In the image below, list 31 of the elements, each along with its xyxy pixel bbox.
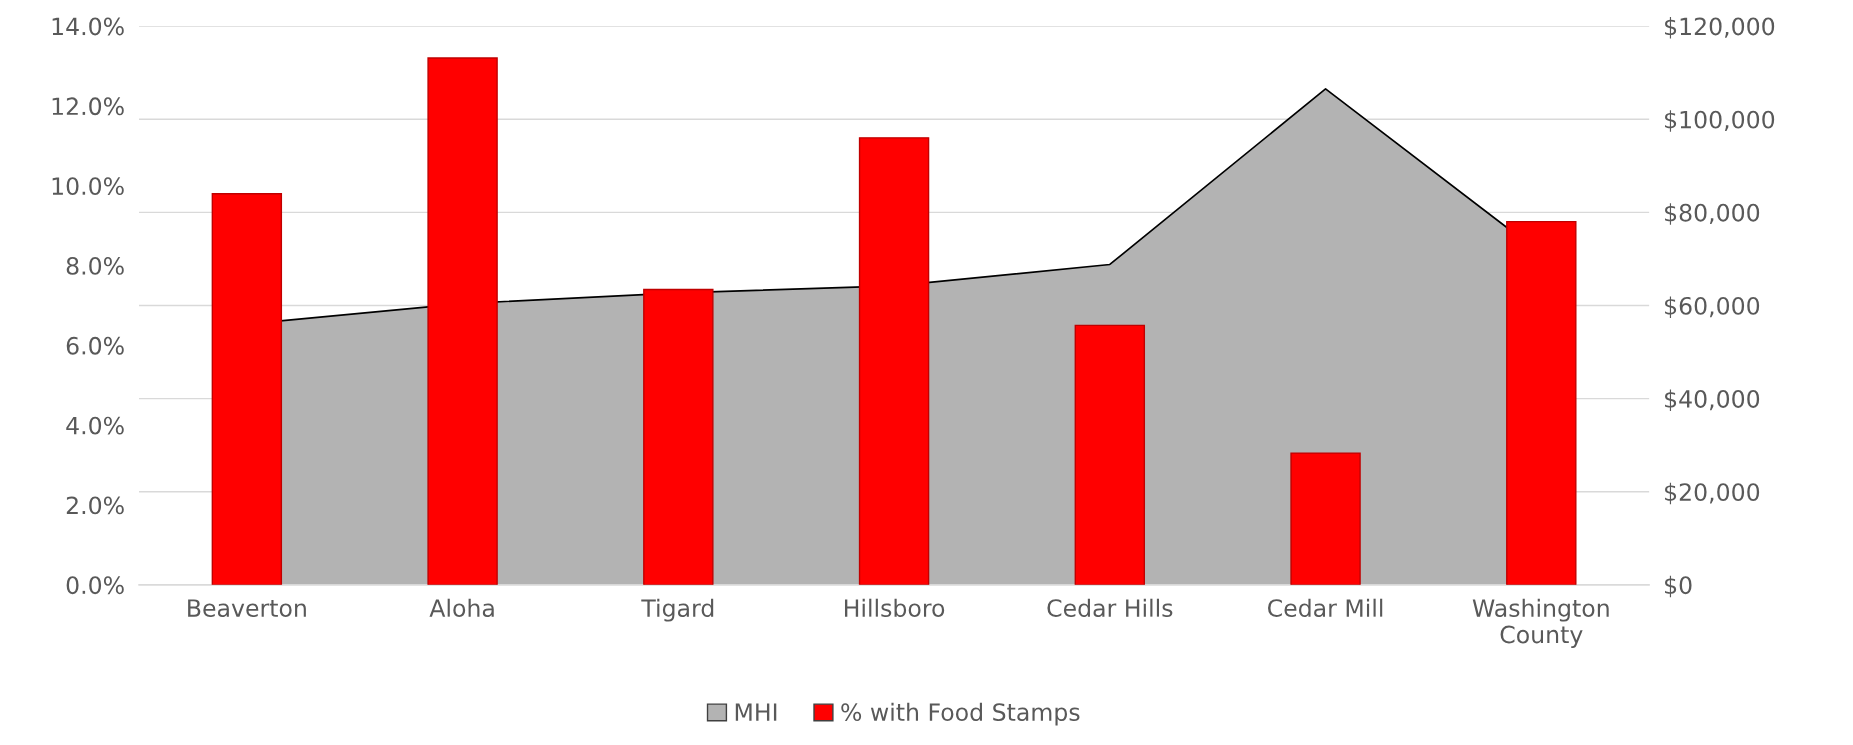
y2-tick-label: $80,000 xyxy=(1665,203,1760,225)
y-tick-label: 6.0% xyxy=(66,336,124,355)
y-tick-label: 14.0% xyxy=(52,17,124,36)
x-tick-label: Aloha xyxy=(429,598,494,617)
bar xyxy=(1074,324,1146,585)
y-tick-label: 2.0% xyxy=(66,496,124,515)
bar xyxy=(1290,452,1361,585)
bar xyxy=(858,137,930,585)
x-tick-label: Beaverton xyxy=(188,599,306,617)
y-tick-label: 0.0% xyxy=(66,576,124,595)
y2-tick-label: $20,000 xyxy=(1665,482,1760,505)
legend-label: MHI xyxy=(735,703,777,721)
y-tick-label: 10.0% xyxy=(52,177,124,196)
bar xyxy=(427,57,498,585)
bar xyxy=(211,193,283,585)
x-tick-label: Tigard xyxy=(641,598,714,622)
y2-tick-label: $100,000 xyxy=(1665,110,1775,132)
legend-label: % with Food Stamps xyxy=(841,702,1080,726)
y2-tick-label: $120,000 xyxy=(1665,17,1775,39)
y-tick-label: 4.0% xyxy=(66,416,124,435)
x-tick-label: Cedar Hills xyxy=(1047,598,1173,617)
y2-tick-label: $40,000 xyxy=(1665,389,1760,412)
x-tick-label: Hillsboro xyxy=(844,598,945,617)
y2-tick-label: $60,000 xyxy=(1665,296,1760,318)
y-tick-label: 8.0% xyxy=(66,256,124,275)
y2-tick-label: $0 xyxy=(1665,575,1692,598)
bar xyxy=(1506,220,1577,585)
bar xyxy=(643,288,714,585)
y-tick-label: 12.0% xyxy=(52,97,124,116)
x-tick-label: Washington County xyxy=(1472,598,1609,648)
x-tick-label: Cedar Mill xyxy=(1268,598,1383,617)
